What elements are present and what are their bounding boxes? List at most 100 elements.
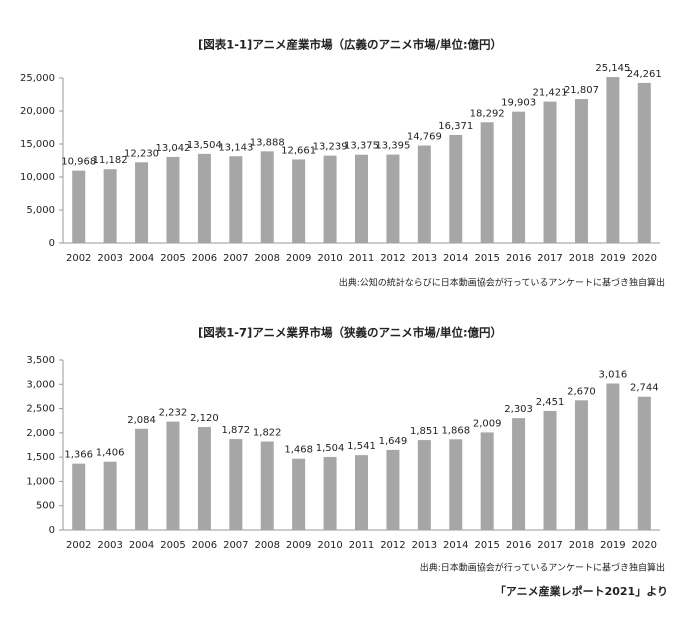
x-tick-label: 2003	[97, 253, 122, 264]
value-label: 19,903	[501, 98, 536, 109]
bar	[72, 170, 86, 243]
x-tick-label: 2019	[600, 540, 625, 551]
y-tick-label: 25,000	[20, 73, 55, 84]
bar	[355, 154, 368, 243]
value-label: 2,120	[190, 413, 219, 424]
x-tick-label: 2010	[317, 540, 342, 551]
value-label: 1,366	[64, 450, 93, 461]
value-label: 18,292	[470, 108, 505, 119]
y-tick-label: 0	[49, 238, 55, 249]
x-tick-label: 2017	[537, 540, 562, 551]
x-tick-label: 2008	[255, 540, 280, 551]
x-tick-label: 2007	[223, 540, 248, 551]
x-tick-label: 2015	[474, 540, 499, 551]
bar	[323, 155, 337, 243]
source-note: 出典:公知の統計ならびに日本動画協会が行っているアンケートに基づき独自算出	[339, 277, 665, 289]
x-tick-label: 2006	[192, 540, 217, 551]
x-tick-label: 2016	[506, 540, 531, 551]
y-tick-label: 3,000	[26, 379, 55, 390]
y-tick-label: 5,000	[26, 205, 55, 216]
bar	[574, 400, 588, 530]
bar	[606, 77, 620, 243]
x-tick-label: 2018	[569, 253, 594, 264]
bar	[229, 439, 243, 530]
bar	[417, 440, 431, 530]
value-label: 1,822	[253, 428, 282, 439]
value-label: 13,888	[250, 137, 285, 148]
value-label: 2,084	[127, 415, 156, 426]
value-label: 2,451	[536, 397, 565, 408]
bar	[72, 463, 86, 530]
bar	[323, 456, 337, 530]
x-tick-label: 2009	[286, 540, 311, 551]
value-label: 16,371	[438, 121, 473, 132]
value-label: 1,649	[379, 436, 408, 447]
x-tick-label: 2015	[474, 253, 499, 264]
bar	[103, 461, 117, 530]
bar	[543, 410, 557, 530]
bar	[386, 449, 400, 530]
value-label: 21,807	[564, 85, 599, 96]
bar	[480, 122, 494, 243]
x-tick-label: 2016	[506, 253, 531, 264]
bar	[166, 421, 180, 530]
x-tick-label: 2014	[443, 253, 468, 264]
bar	[417, 145, 431, 243]
value-label: 3,016	[599, 370, 628, 381]
x-tick-label: 2011	[349, 253, 374, 264]
x-tick-label: 2002	[66, 253, 91, 264]
chart-title: [図表1-7]アニメ業界市場（狭義のアニメ市場/単位:億円）	[198, 326, 502, 340]
x-tick-label: 2020	[632, 540, 657, 551]
x-tick-label: 2020	[632, 253, 657, 264]
value-label: 1,504	[316, 443, 345, 454]
bar	[229, 156, 243, 243]
bar	[292, 458, 306, 530]
bar	[260, 151, 274, 243]
bar	[449, 439, 463, 530]
y-tick-label: 15,000	[20, 139, 55, 150]
bar	[355, 455, 368, 530]
value-label: 11,182	[93, 155, 128, 166]
y-tick-label: 1,000	[26, 476, 55, 487]
y-tick-label: 500	[36, 501, 55, 512]
y-tick-label: 1,500	[26, 452, 55, 463]
value-label: 2,232	[159, 408, 188, 419]
chart-title: [図表1-1]アニメ産業市場（広義のアニメ市場/単位:億円）	[198, 38, 502, 52]
value-label: 25,145	[595, 63, 630, 74]
x-tick-label: 2017	[537, 253, 562, 264]
y-tick-label: 20,000	[20, 106, 55, 117]
value-label: 13,504	[187, 140, 222, 151]
value-label: 2,303	[504, 404, 533, 415]
x-tick-label: 2011	[349, 540, 374, 551]
value-label: 1,851	[410, 426, 439, 437]
y-tick-label: 2,000	[26, 428, 55, 439]
bar	[543, 101, 557, 243]
x-tick-label: 2002	[66, 540, 91, 551]
bar	[135, 162, 149, 243]
x-tick-label: 2003	[97, 540, 122, 551]
footer: 「アニメ産業レポート2021」より	[495, 584, 668, 598]
bar	[480, 432, 494, 530]
value-label: 13,375	[344, 141, 379, 152]
bar	[512, 418, 526, 530]
bar	[449, 134, 463, 243]
bar	[637, 82, 651, 243]
value-label: 1,468	[284, 445, 313, 456]
x-tick-label: 2005	[160, 253, 185, 264]
value-label: 12,661	[281, 145, 316, 156]
x-tick-label: 2009	[286, 253, 311, 264]
x-tick-label: 2013	[412, 253, 437, 264]
bar	[260, 441, 274, 530]
value-label: 13,042	[155, 143, 190, 154]
y-tick-label: 3,500	[26, 355, 55, 366]
bar	[512, 111, 526, 243]
x-tick-label: 2012	[380, 540, 405, 551]
y-tick-label: 0	[49, 525, 55, 536]
bar	[135, 428, 149, 530]
value-label: 13,239	[313, 142, 348, 153]
value-label: 24,261	[627, 69, 662, 80]
bar	[386, 154, 400, 243]
bar	[166, 156, 180, 243]
